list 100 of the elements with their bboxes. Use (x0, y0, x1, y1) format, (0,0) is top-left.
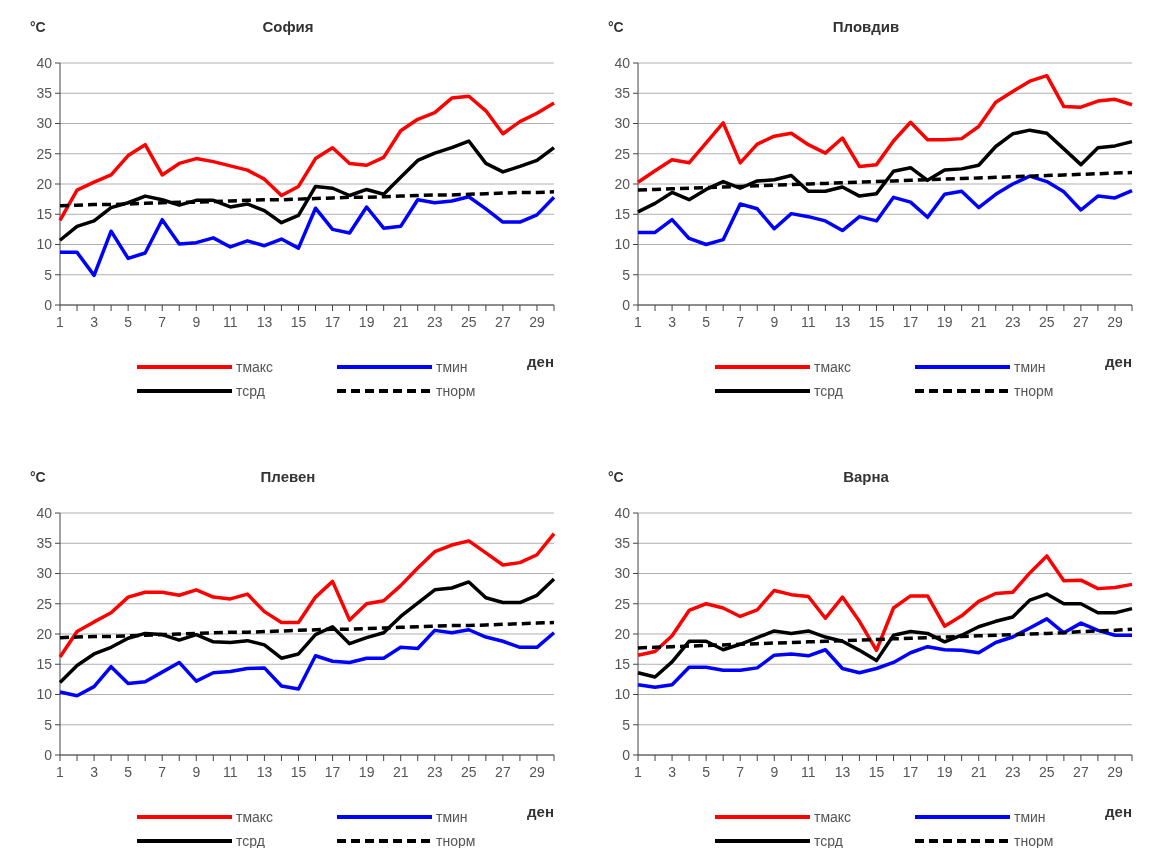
line-series (636, 174, 1134, 247)
legend-label: тсрд (814, 832, 843, 849)
chart-title: Плевен (260, 468, 316, 485)
x-tick-label: 1 (56, 764, 65, 780)
x-tick-label: 27 (1073, 764, 1089, 780)
line-series (58, 531, 556, 659)
x-tick-label: 17 (324, 764, 341, 780)
y-tick-label: 0 (44, 746, 53, 763)
line-series (636, 128, 1134, 214)
chart-title: Варна (843, 468, 890, 485)
x-tick-label: 5 (702, 764, 711, 780)
legend-label: тсрд (814, 382, 843, 399)
y-tick-label: 20 (614, 625, 631, 642)
y-tick-label: 10 (36, 236, 53, 253)
y-tick-label: 15 (36, 206, 53, 223)
x-tick-label: 19 (936, 764, 953, 780)
y-tick-label: 35 (36, 535, 53, 552)
x-tick-label: 21 (392, 314, 409, 330)
line-series (636, 617, 1134, 689)
x-tick-label: 3 (90, 764, 99, 780)
x-tick-label: 27 (1073, 314, 1089, 330)
x-tick-label: 17 (324, 314, 341, 330)
x-tick-label: 21 (970, 764, 987, 780)
y-tick-label: 10 (36, 686, 53, 703)
legend-label: тнорм (436, 832, 476, 849)
x-tick-label: 3 (90, 314, 99, 330)
x-tick-label: 23 (426, 314, 443, 330)
y-axis-title: °C (30, 469, 46, 485)
x-tick-label: 15 (868, 314, 885, 330)
line-series (636, 73, 1134, 184)
x-tick-label: 29 (1107, 764, 1123, 780)
x-tick-label: 9 (192, 764, 201, 780)
x-tick-label: 13 (834, 764, 851, 780)
y-tick-label: 25 (614, 145, 631, 162)
x-tick-label: 23 (426, 764, 443, 780)
line-series (58, 94, 556, 223)
y-tick-label: 0 (44, 296, 53, 313)
y-tick-label: 20 (36, 175, 53, 192)
y-tick-label: 30 (614, 115, 631, 132)
x-tick-label: 27 (495, 314, 511, 330)
legend-label: тнорм (1014, 382, 1054, 399)
x-tick-label: 25 (1039, 764, 1055, 780)
legend-label: тмакс (236, 808, 274, 825)
x-tick-label: 29 (1107, 314, 1123, 330)
y-tick-label: 35 (614, 535, 631, 552)
x-tick-label: 7 (158, 764, 167, 780)
line-series (58, 628, 556, 698)
x-tick-label: 7 (736, 314, 745, 330)
x-tick-label: 27 (495, 764, 511, 780)
y-tick-label: 25 (614, 595, 631, 612)
y-axis-title: °C (30, 19, 46, 35)
y-tick-label: 15 (36, 656, 53, 673)
x-tick-label: 19 (358, 764, 375, 780)
legend-label: тсрд (236, 382, 265, 399)
x-tick-label: 3 (668, 764, 677, 780)
x-tick-label: 11 (801, 314, 816, 330)
x-tick-label: 29 (529, 314, 545, 330)
x-tick-label: 13 (256, 314, 273, 330)
y-tick-label: 15 (614, 206, 631, 223)
y-tick-label: 15 (614, 656, 631, 673)
x-tick-label: 9 (192, 314, 201, 330)
x-tick-label: 25 (461, 764, 477, 780)
y-tick-label: 30 (614, 565, 631, 582)
legend-label: тмакс (814, 358, 852, 375)
x-tick-label: 9 (770, 314, 779, 330)
x-tick-label: 1 (634, 764, 643, 780)
y-tick-label: 5 (622, 266, 631, 283)
y-tick-label: 35 (36, 85, 53, 102)
y-tick-label: 40 (614, 504, 631, 521)
legend-label: тмин (436, 358, 468, 375)
x-tick-label: 11 (801, 764, 816, 780)
x-tick-label: 25 (461, 314, 477, 330)
x-tick-label: 19 (358, 314, 375, 330)
x-tick-label: 11 (223, 764, 238, 780)
y-tick-label: 0 (622, 296, 631, 313)
y-tick-label: 25 (36, 595, 53, 612)
x-tick-label: 5 (124, 314, 133, 330)
line-series (636, 592, 1134, 679)
x-tick-label: 1 (56, 314, 65, 330)
line-series (636, 554, 1134, 657)
legend-label: тмакс (814, 808, 852, 825)
y-tick-label: 10 (614, 236, 631, 253)
x-tick-label: 1 (634, 314, 643, 330)
y-axis-title: °C (608, 19, 624, 35)
x-tick-label: 5 (124, 764, 133, 780)
x-tick-label: 17 (902, 764, 919, 780)
x-tick-label: 19 (936, 314, 953, 330)
x-tick-label: 17 (902, 314, 919, 330)
y-tick-label: 0 (622, 746, 631, 763)
y-tick-label: 40 (36, 54, 53, 71)
x-axis-title: ден (527, 353, 554, 370)
x-tick-label: 15 (868, 764, 885, 780)
y-tick-label: 25 (36, 145, 53, 162)
legend-label: тмакс (236, 358, 274, 375)
x-tick-label: 3 (668, 314, 677, 330)
x-tick-label: 13 (256, 764, 273, 780)
x-tick-label: 29 (529, 764, 545, 780)
y-tick-label: 40 (614, 54, 631, 71)
line-series (58, 194, 556, 278)
y-tick-label: 5 (44, 716, 53, 733)
